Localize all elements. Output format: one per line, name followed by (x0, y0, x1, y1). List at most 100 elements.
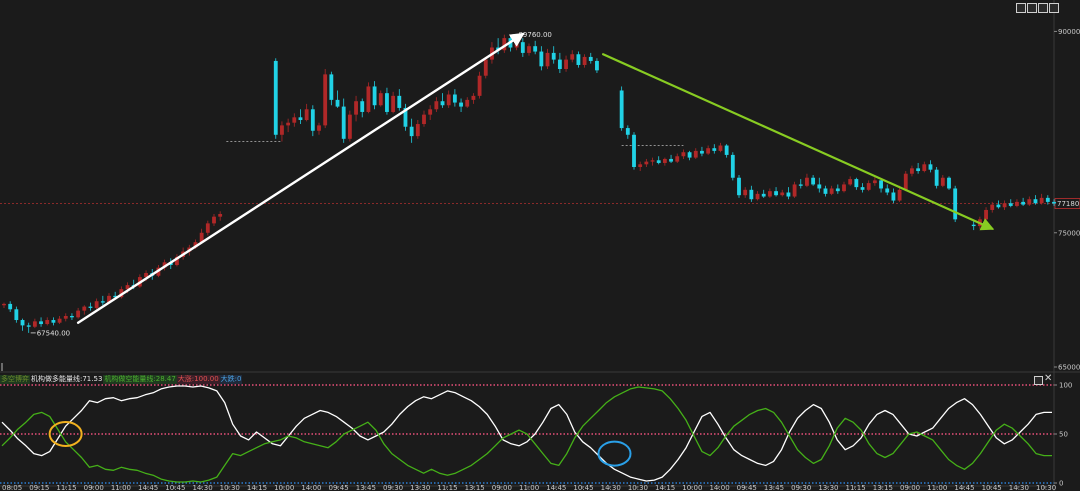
candle-body (119, 289, 124, 298)
x-tick-label: 13:15 (465, 484, 485, 491)
candle-body (557, 59, 562, 70)
candle-body (786, 192, 791, 197)
candle-body (539, 51, 544, 67)
x-tick-label: 13:15 (873, 484, 893, 491)
trend-arrow (602, 53, 995, 231)
candle-body (1052, 201, 1056, 204)
current-price-label: 77180.0 (1057, 200, 1080, 208)
candle-body (280, 125, 284, 135)
candle-body (829, 188, 834, 194)
candle-body (144, 273, 148, 278)
candle-body (199, 232, 204, 243)
candle-body (934, 169, 939, 186)
maximize-icon[interactable] (1049, 3, 1059, 13)
candle-body (94, 301, 99, 308)
legend-item: 多空博弈 (0, 375, 30, 384)
candle-body (798, 184, 803, 186)
sub-chart-icon[interactable] (1034, 376, 1043, 385)
candle-body (385, 93, 389, 112)
candle-body (459, 102, 463, 107)
candle-body (477, 75, 482, 96)
candle-body (718, 145, 723, 151)
chart-type-icon[interactable] (1016, 3, 1026, 13)
x-tick-label: 09:00 (84, 484, 104, 491)
x-tick-label: 10:45 (982, 484, 1002, 491)
candle-body (372, 86, 377, 106)
candle-body (706, 148, 711, 154)
candle-body (780, 192, 785, 196)
image-icon[interactable] (1027, 3, 1037, 13)
y-tick-label: 90000.0 (1058, 28, 1080, 36)
x-tick-label: 14:00 (301, 484, 321, 491)
x-tick-label: 10:45 (573, 484, 593, 491)
close-icon[interactable]: ✕ (1044, 373, 1053, 384)
candle-body (360, 101, 365, 112)
y-tick-label: 65000.0 (1058, 364, 1080, 372)
candle-body (984, 209, 988, 220)
candle-body (317, 125, 321, 131)
x-tick-label: 08:05 (2, 484, 22, 491)
highlight-circle (597, 440, 632, 467)
candle-body (440, 101, 445, 106)
candle-body (329, 74, 334, 100)
candle-body (595, 60, 599, 71)
candle-body (1002, 203, 1007, 208)
candle-body (749, 189, 754, 200)
candle-body (347, 114, 352, 139)
x-tick-label: 13:30 (410, 484, 430, 491)
candle-body (1039, 197, 1044, 204)
x-tick-label: 11:00 (111, 484, 131, 491)
candle-body (842, 184, 846, 192)
candle-body (273, 60, 278, 135)
candle-body (514, 42, 519, 48)
x-tick-label: 14:00 (709, 484, 729, 491)
candle-body (205, 223, 210, 233)
y-tick-label: 75000.0 (1058, 229, 1080, 237)
candle-body (576, 54, 581, 65)
candle-body (669, 158, 673, 162)
candle-body (971, 224, 976, 227)
edit-icon[interactable] (1038, 3, 1048, 13)
candle-body (687, 152, 692, 158)
candle-body (422, 114, 426, 125)
candle-body (996, 204, 1001, 208)
candle-body (14, 309, 19, 321)
x-tick-label: 09:45 (737, 484, 757, 491)
candle-body (57, 318, 62, 323)
x-tick-label: 13:45 (764, 484, 784, 491)
candle-body (1021, 201, 1026, 205)
candle-body (415, 124, 420, 137)
candle-body (397, 95, 402, 108)
candle-body (953, 188, 958, 220)
candle-body (551, 52, 556, 60)
candle-body (304, 109, 309, 121)
candle-body (767, 191, 772, 197)
y-tick-label: 100 (1059, 382, 1072, 390)
candle-body (446, 94, 451, 106)
candle-body (990, 204, 995, 210)
candle-body (70, 315, 74, 318)
candle-body (1008, 203, 1013, 206)
candle-body (823, 188, 828, 194)
candle-body (292, 117, 297, 123)
time-axis: 08:05 09:15 11:15 09:00 11:00 14:45 10:45 14:30… (0, 484, 1056, 491)
candle-body (323, 74, 328, 126)
candle-body (638, 164, 643, 167)
x-tick-label: 11:15 (846, 484, 866, 491)
x-tick-label: 13:30 (818, 484, 838, 491)
candle-body (286, 122, 291, 126)
x-tick-label: 11:00 (927, 484, 947, 491)
candle-body (700, 150, 704, 154)
x-tick-label: 14:30 (1009, 484, 1029, 491)
x-tick-label: 14:15 (655, 484, 675, 491)
candle-body (335, 99, 340, 107)
x-tick-label: 10:30 (220, 484, 240, 491)
candle-body (743, 189, 748, 196)
candle-body (175, 256, 179, 265)
candle-body (125, 285, 130, 290)
candle-body (922, 164, 927, 172)
price-annotation: 67540.00 (37, 329, 70, 337)
candle-body (26, 325, 31, 327)
candle-body (8, 303, 13, 310)
